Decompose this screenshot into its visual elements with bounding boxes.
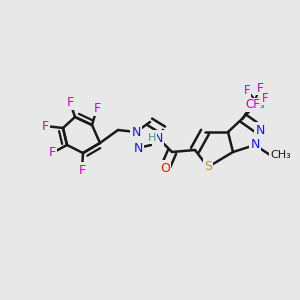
Text: N: N	[250, 139, 260, 152]
Text: F: F	[78, 164, 85, 176]
Text: CF₃: CF₃	[245, 98, 265, 112]
Text: F: F	[48, 146, 56, 160]
Text: F: F	[93, 101, 100, 115]
Text: F: F	[244, 83, 250, 97]
Text: F: F	[66, 95, 74, 109]
Text: N: N	[255, 124, 265, 136]
Text: F: F	[257, 82, 263, 94]
Text: N: N	[153, 131, 163, 145]
Text: H: H	[148, 133, 156, 143]
Text: N: N	[131, 125, 141, 139]
Text: N: N	[133, 142, 143, 154]
Text: S: S	[204, 160, 212, 173]
Text: O: O	[160, 161, 170, 175]
Text: F: F	[262, 92, 268, 104]
Text: CH₃: CH₃	[270, 150, 291, 160]
Text: F: F	[41, 119, 49, 133]
